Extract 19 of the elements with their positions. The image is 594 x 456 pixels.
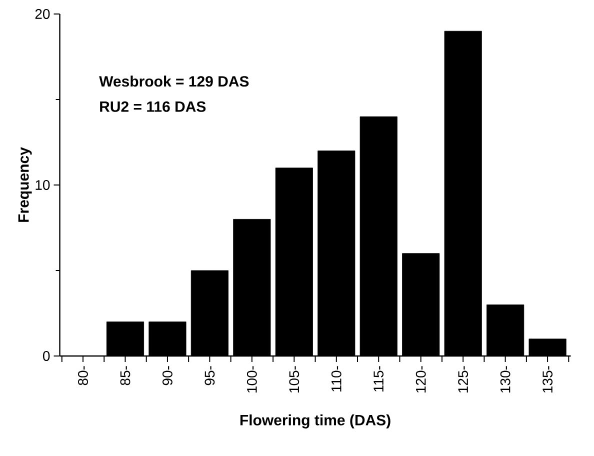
- x-tick-label: 90-: [162, 366, 172, 386]
- x-tick-label: 120-: [416, 366, 426, 392]
- x-axis-title: Flowering time (DAS): [240, 414, 390, 428]
- y-tick-label: 20: [35, 9, 50, 19]
- x-tick-label: 110-: [331, 366, 342, 392]
- x-tick-label: 125-: [458, 366, 468, 392]
- x-tick-label: 135-: [542, 366, 553, 392]
- annotation: RU2 = 116 DAS: [100, 101, 206, 112]
- x-tick-label: 100-: [246, 366, 257, 392]
- x-tick-label: 115-: [374, 366, 384, 392]
- y-axis-title: Frequency: [18, 147, 32, 222]
- x-tick-label: 105-: [289, 366, 300, 392]
- x-tick-label: 130-: [500, 366, 510, 392]
- x-tick-label: 80-: [78, 366, 88, 386]
- y-tick-label: 0: [43, 351, 50, 361]
- y-tick-label: 10: [36, 180, 50, 190]
- x-tick-label: 95-: [204, 366, 215, 386]
- annotation: Wesbrook = 129 DAS: [99, 76, 249, 87]
- x-tick-label: 85-: [120, 366, 130, 386]
